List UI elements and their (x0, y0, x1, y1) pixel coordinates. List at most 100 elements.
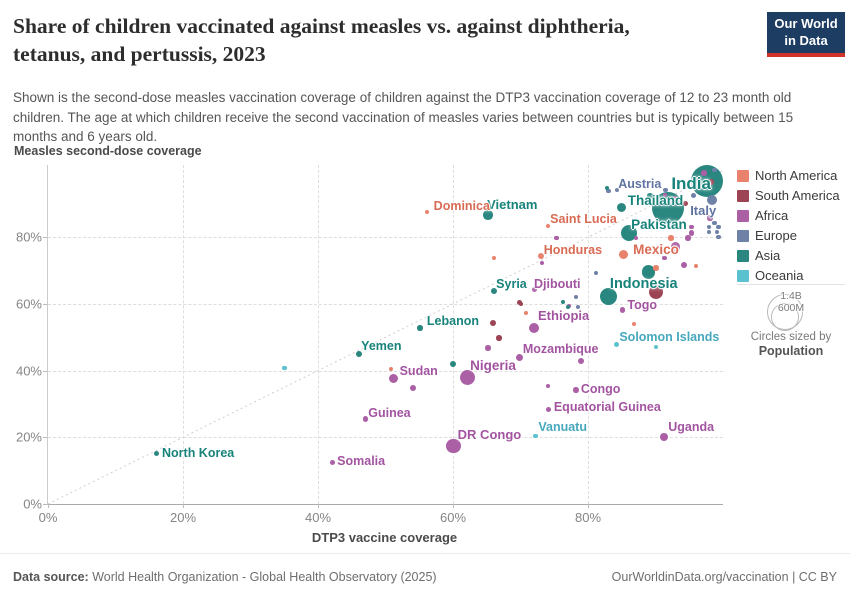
data-point-dominica[interactable] (424, 209, 429, 214)
data-point[interactable] (683, 201, 689, 207)
data-point[interactable] (604, 186, 609, 191)
data-point-vietnam[interactable] (483, 210, 493, 220)
data-point[interactable] (671, 242, 681, 252)
data-point[interactable] (698, 184, 704, 190)
data-point-somalia[interactable] (329, 460, 335, 466)
data-point-dr-congo[interactable] (446, 438, 461, 454)
data-point[interactable] (648, 284, 664, 300)
data-point[interactable] (695, 175, 701, 181)
data-point-india[interactable] (652, 191, 685, 224)
data-point-djibouti[interactable] (531, 287, 537, 293)
data-point[interactable] (539, 260, 545, 266)
credit-link[interactable]: OurWorldinData.org/vaccination | CC BY (611, 570, 837, 584)
data-point[interactable] (523, 310, 528, 315)
data-point-indonesia[interactable] (600, 288, 618, 306)
data-point[interactable] (653, 265, 659, 271)
data-point[interactable] (661, 255, 667, 261)
data-point[interactable] (714, 229, 720, 235)
legend-swatch (737, 229, 749, 242)
data-point[interactable] (690, 164, 723, 197)
data-point[interactable] (491, 255, 497, 261)
data-point[interactable] (706, 224, 712, 230)
data-point[interactable] (711, 220, 717, 226)
data-point[interactable] (647, 193, 653, 199)
data-point-guinea[interactable] (362, 416, 368, 422)
x-tick-mark (48, 504, 49, 508)
data-point[interactable] (281, 365, 287, 371)
data-point[interactable] (573, 294, 579, 300)
data-point[interactable] (553, 235, 559, 241)
data-point-italy[interactable] (707, 194, 718, 205)
data-point[interactable] (707, 215, 713, 221)
data-point-vanuatu[interactable] (533, 433, 538, 439)
data-point[interactable] (715, 224, 721, 230)
country-label-congo: Congo (580, 381, 621, 396)
legend-item-north-america[interactable]: North America (737, 168, 845, 183)
country-label-syria: Syria (496, 276, 527, 291)
data-point-thailand[interactable] (617, 203, 627, 213)
data-point-yemen[interactable] (355, 350, 363, 358)
data-point[interactable] (561, 299, 566, 304)
data-point[interactable] (672, 195, 679, 202)
data-point[interactable] (668, 235, 674, 241)
data-point-mozambique[interactable] (516, 354, 524, 362)
data-point[interactable] (653, 344, 659, 350)
data-point[interactable] (545, 383, 551, 389)
data-point[interactable] (680, 261, 687, 268)
data-point[interactable] (685, 235, 691, 241)
data-point[interactable] (663, 187, 668, 193)
data-point[interactable] (485, 345, 491, 351)
data-point[interactable] (575, 304, 580, 309)
data-point[interactable] (615, 187, 620, 192)
data-point-syria[interactable] (491, 287, 498, 294)
data-point[interactable] (688, 230, 694, 236)
data-point[interactable] (706, 229, 712, 235)
data-point-nigeria[interactable] (459, 370, 475, 386)
data-point[interactable] (642, 265, 656, 279)
owid-logo[interactable]: Our World in Data (767, 12, 845, 57)
legend-item-asia[interactable]: Asia (737, 248, 845, 263)
data-point-equatorial-guinea[interactable] (546, 407, 552, 413)
data-point[interactable] (662, 192, 668, 198)
data-point[interactable] (693, 263, 699, 269)
data-point[interactable] (388, 366, 393, 371)
y-tick-label: 80% (15, 229, 42, 245)
legend-item-south-america[interactable]: South America (737, 188, 845, 203)
data-point[interactable] (578, 357, 585, 364)
legend-item-africa[interactable]: Africa (737, 208, 845, 223)
data-point[interactable] (631, 321, 636, 326)
data-point-north-korea[interactable] (153, 451, 159, 457)
data-point-pakistan[interactable] (621, 224, 638, 241)
legend-item-oceania[interactable]: Oceania (737, 268, 845, 283)
y-gridline (48, 370, 723, 372)
data-point[interactable] (715, 234, 721, 240)
data-point[interactable] (565, 304, 570, 309)
data-point[interactable] (708, 179, 714, 185)
continent-legend: North America South America Africa Europe As… (737, 168, 845, 288)
data-point[interactable] (633, 235, 639, 241)
data-point-austria[interactable] (605, 188, 611, 194)
data-point-uganda[interactable] (660, 432, 669, 441)
data-point-sudan[interactable] (388, 373, 399, 384)
data-point[interactable] (688, 224, 694, 230)
data-point-solomon-islands[interactable] (613, 342, 619, 348)
country-label-uganda: Uganda (668, 419, 715, 434)
data-point-mexico[interactable] (618, 250, 628, 260)
data-point[interactable] (691, 193, 697, 199)
data-point[interactable] (518, 301, 524, 307)
legend-item-europe[interactable]: Europe (737, 228, 845, 243)
data-point-saint-lucia[interactable] (545, 223, 551, 229)
data-point[interactable] (711, 167, 717, 173)
data-point-togo[interactable] (619, 307, 626, 313)
data-point[interactable] (449, 360, 457, 368)
data-point[interactable] (489, 319, 497, 327)
legend-label: Asia (755, 248, 781, 263)
data-point[interactable] (409, 384, 417, 392)
data-point[interactable] (701, 170, 707, 176)
data-point[interactable] (496, 335, 502, 341)
data-point-congo[interactable] (573, 387, 579, 393)
data-point[interactable] (593, 270, 599, 276)
data-point-honduras[interactable] (537, 252, 544, 259)
data-point-ethiopia[interactable] (528, 322, 540, 334)
data-point-lebanon[interactable] (417, 325, 423, 331)
